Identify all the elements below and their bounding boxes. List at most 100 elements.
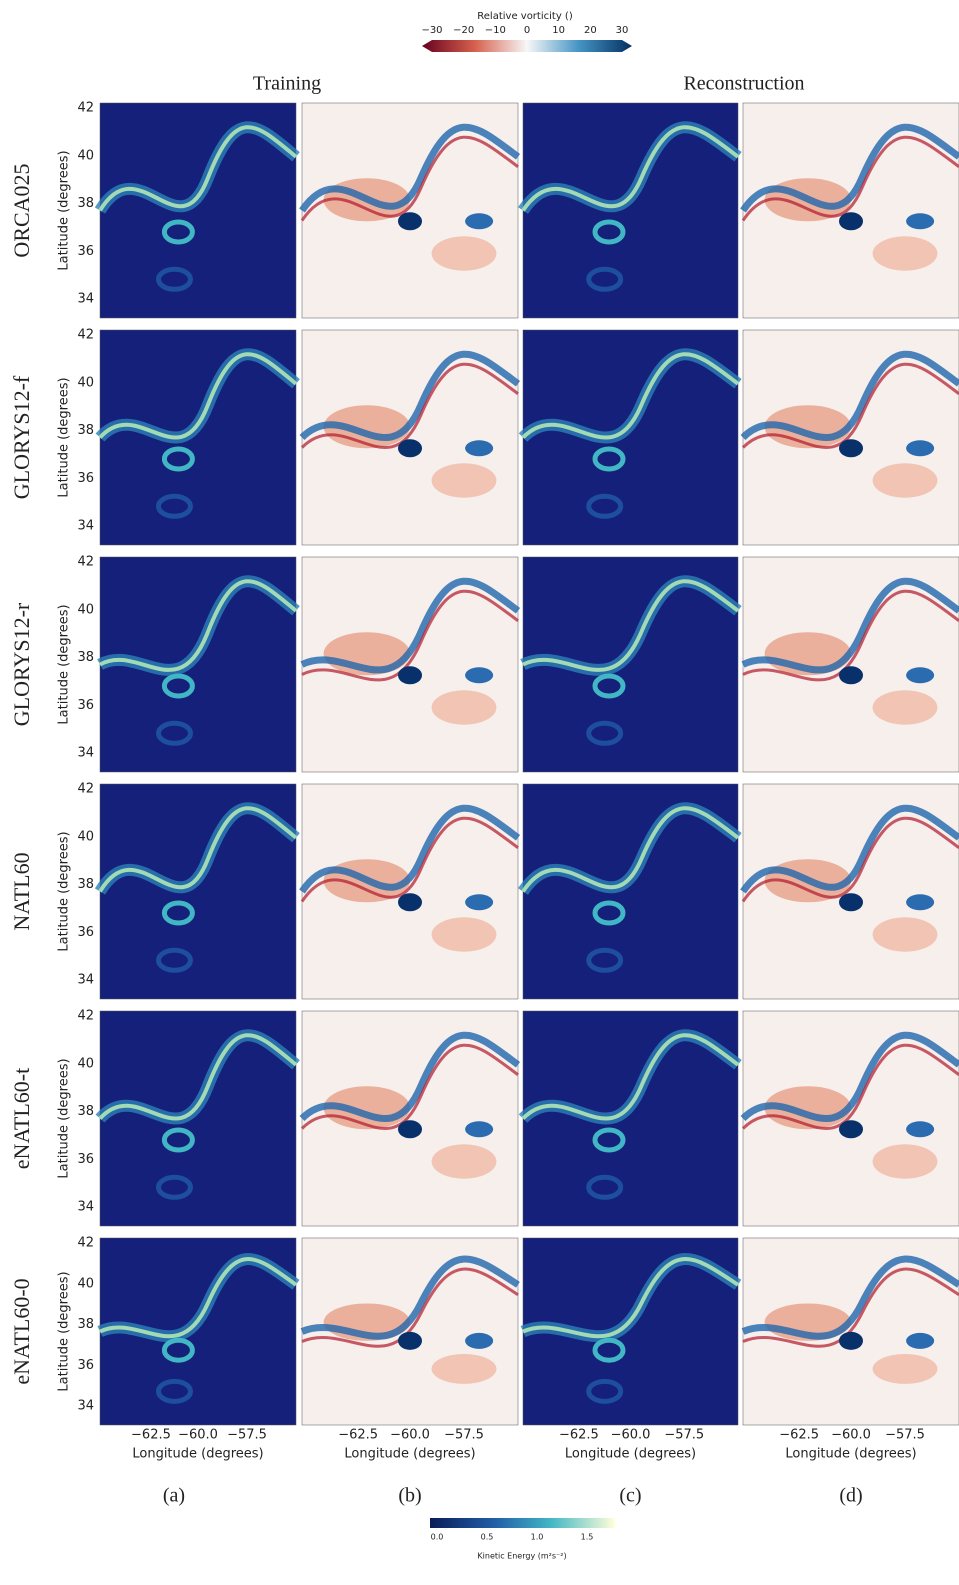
blob bbox=[431, 1353, 497, 1384]
colorbar-tick: 20 bbox=[584, 25, 597, 36]
jet-core bbox=[99, 579, 298, 672]
y-tick-label: 42 bbox=[77, 1236, 94, 1251]
jet-core bbox=[521, 125, 740, 212]
front bbox=[300, 1255, 520, 1340]
blob bbox=[431, 690, 497, 725]
eddy bbox=[906, 1121, 935, 1138]
colorbar bbox=[422, 40, 632, 52]
front bbox=[740, 804, 959, 894]
blob bbox=[872, 690, 938, 725]
eddy bbox=[398, 1331, 422, 1350]
front-edge bbox=[300, 135, 519, 222]
eddy bbox=[586, 720, 624, 746]
eddy bbox=[586, 266, 624, 292]
x-tick-label: −60.0 bbox=[390, 1428, 430, 1443]
eddy bbox=[398, 893, 422, 912]
jet-core bbox=[98, 806, 298, 893]
eddy bbox=[592, 900, 626, 926]
eddy bbox=[586, 947, 624, 973]
column-header: Reconstruction bbox=[683, 73, 804, 95]
eddy bbox=[906, 667, 935, 684]
panel-letter: (c) bbox=[619, 1485, 641, 1507]
front bbox=[740, 1031, 959, 1122]
panel-letter: (b) bbox=[398, 1485, 421, 1507]
colorbar-tick: −10 bbox=[485, 25, 506, 36]
eddy bbox=[465, 667, 494, 684]
blob bbox=[872, 463, 938, 498]
panel bbox=[522, 783, 739, 1000]
eddy bbox=[465, 213, 494, 230]
eddy bbox=[465, 1332, 494, 1349]
eddy bbox=[592, 219, 626, 245]
front bbox=[300, 577, 521, 674]
colorbar-tick: −20 bbox=[453, 25, 474, 36]
eddy bbox=[465, 1121, 494, 1138]
eddy bbox=[161, 446, 195, 472]
colorbar-title: Relative vorticity () bbox=[477, 11, 573, 22]
axis-label: Longitude (degrees) bbox=[344, 1447, 475, 1462]
front bbox=[299, 123, 521, 213]
front bbox=[299, 1031, 521, 1122]
eddy bbox=[586, 493, 624, 519]
axis-label: Latitude (degrees) bbox=[57, 1058, 72, 1178]
eddy bbox=[839, 439, 863, 458]
panel bbox=[522, 102, 739, 319]
panel-letter: (d) bbox=[839, 1485, 862, 1507]
jet-core bbox=[521, 806, 740, 893]
y-tick-label: 34 bbox=[77, 973, 94, 988]
y-tick-label: 36 bbox=[77, 471, 94, 486]
front-edge bbox=[300, 1043, 519, 1130]
axis-label: Latitude (degrees) bbox=[57, 604, 72, 724]
jet-core bbox=[521, 1033, 740, 1121]
jet-core bbox=[98, 1033, 298, 1121]
x-tick-label: −57.5 bbox=[664, 1428, 704, 1443]
jet-core bbox=[98, 125, 298, 212]
x-tick-label: −60.0 bbox=[611, 1428, 651, 1443]
y-tick-label: 42 bbox=[77, 101, 94, 116]
blob bbox=[872, 1144, 938, 1179]
eddy bbox=[155, 1378, 193, 1404]
eddy bbox=[465, 894, 494, 911]
colorbar-tick: 0 bbox=[524, 25, 530, 36]
eddy bbox=[155, 720, 193, 746]
colorbar-tick: 0.0 bbox=[431, 1533, 444, 1542]
eddy bbox=[161, 219, 195, 245]
front-edge bbox=[300, 816, 519, 903]
jet-core bbox=[521, 352, 740, 440]
y-tick-label: 42 bbox=[77, 1009, 94, 1024]
x-tick-label: −57.5 bbox=[227, 1428, 267, 1443]
x-tick-label: −60.0 bbox=[831, 1428, 871, 1443]
axis-label: Longitude (degrees) bbox=[565, 1447, 696, 1462]
row-label: NATL60 bbox=[9, 852, 34, 930]
x-tick-label: −62.5 bbox=[779, 1428, 819, 1443]
eddy bbox=[398, 1120, 422, 1139]
y-tick-label: 36 bbox=[77, 1358, 94, 1373]
y-tick-label: 34 bbox=[77, 746, 94, 761]
jet-core bbox=[522, 1257, 740, 1339]
eddy bbox=[592, 1337, 626, 1363]
jet-core bbox=[522, 579, 740, 672]
y-tick-label: 42 bbox=[77, 782, 94, 797]
blob bbox=[431, 1144, 497, 1179]
eddy bbox=[839, 1120, 863, 1139]
x-tick-label: −62.5 bbox=[131, 1428, 171, 1443]
front bbox=[299, 350, 521, 441]
panel-letter: (a) bbox=[163, 1485, 185, 1507]
row-label: ORCA025 bbox=[9, 163, 34, 257]
colorbar-tick: 1.5 bbox=[581, 1533, 594, 1542]
y-tick-label: 38 bbox=[77, 650, 94, 665]
front bbox=[740, 123, 959, 213]
axis-label: Latitude (degrees) bbox=[57, 150, 72, 270]
x-tick-label: −62.5 bbox=[338, 1428, 378, 1443]
colorbar-tick: 1.0 bbox=[531, 1533, 544, 1542]
y-tick-label: 38 bbox=[77, 1104, 94, 1119]
panel bbox=[522, 329, 739, 546]
eddy bbox=[465, 440, 494, 457]
y-tick-label: 40 bbox=[77, 148, 94, 163]
colorbar bbox=[430, 1518, 615, 1528]
eddy bbox=[839, 666, 863, 685]
jet-core bbox=[99, 1257, 298, 1339]
y-tick-label: 42 bbox=[77, 555, 94, 570]
axis-label: Longitude (degrees) bbox=[132, 1447, 263, 1462]
front-edge bbox=[742, 589, 959, 682]
